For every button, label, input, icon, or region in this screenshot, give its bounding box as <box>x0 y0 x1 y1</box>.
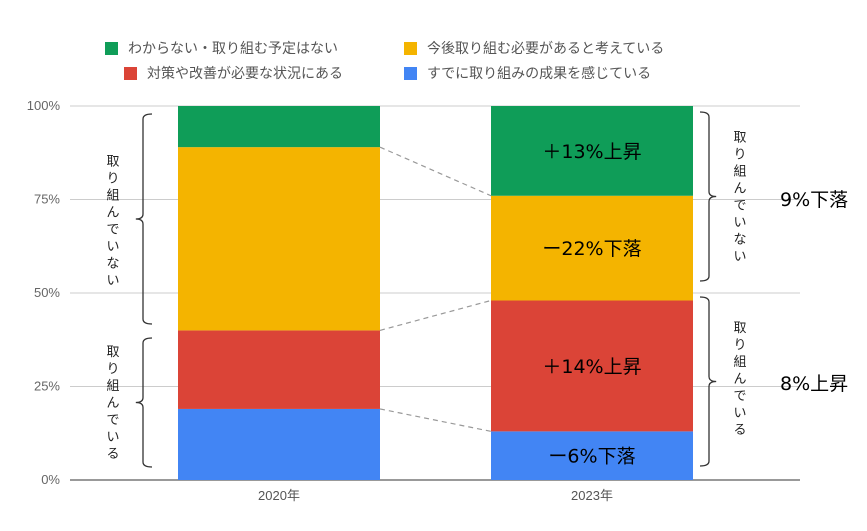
x-category-label: 2023年 <box>571 488 613 503</box>
bar-segment <box>178 147 380 331</box>
legend-label: わからない・取り組む予定はない <box>128 41 338 57</box>
bar-segment <box>491 300 693 432</box>
bracket-label-left-top: 取り組んでいない <box>106 155 119 289</box>
connector-line <box>379 408 492 432</box>
bracket-left-bottom <box>135 337 153 468</box>
bar-segment <box>178 330 380 409</box>
bracket-label-right-bottom: 取り組んでいる <box>733 321 746 438</box>
connector-line <box>379 299 492 331</box>
bracket-left-top <box>135 113 153 325</box>
y-tick-label: 75% <box>34 192 60 207</box>
bar-data-label: ー6%下落 <box>548 446 635 468</box>
legend-swatch-yellow <box>404 41 417 55</box>
legend-swatch-green <box>105 41 118 55</box>
bracket-label-left-bottom: 取り組んでいる <box>106 345 119 462</box>
legend-label: すでに取り組みの成果を感じている <box>427 66 652 82</box>
legend-item-future: 今後取り組む必要があると考えている <box>404 38 664 58</box>
legend-swatch-blue <box>404 66 417 80</box>
y-tick-label: 0% <box>41 472 60 487</box>
bar-segment <box>178 106 380 148</box>
legend-label: 今後取り組む必要があると考えている <box>427 41 665 57</box>
bracket-right-top <box>699 111 717 282</box>
bar-data-label: ー22%下落 <box>542 238 641 260</box>
legend-item-need-improvement: 対策や改善が必要な状況にある <box>124 63 343 83</box>
bar-segment <box>491 106 693 196</box>
bar-segment <box>491 195 693 301</box>
legend-item-results: すでに取り組みの成果を感じている <box>404 63 651 83</box>
x-category-label: 2020年 <box>258 488 300 503</box>
legend-swatch-red <box>124 66 137 80</box>
bar-data-label: ＋13%上昇 <box>542 141 641 163</box>
y-tick-label: 25% <box>34 379 60 394</box>
bar-data-label: ＋14%上昇 <box>542 356 641 378</box>
bracket-label-right-top: 取り組んでいない <box>733 131 746 265</box>
bracket-right-bottom <box>699 296 717 467</box>
y-tick-label: 100% <box>27 98 61 113</box>
bar-segment <box>491 431 693 480</box>
bar-segment <box>178 408 380 480</box>
connector-line <box>379 146 492 197</box>
legend-item-unknown: わからない・取り組む予定はない <box>105 38 338 58</box>
side-label-top: 9%下落 <box>780 189 848 211</box>
y-tick-label: 50% <box>34 285 60 300</box>
legend-label: 対策や改善が必要な状況にある <box>147 66 343 82</box>
side-label-bottom: 8%上昇 <box>780 373 848 395</box>
